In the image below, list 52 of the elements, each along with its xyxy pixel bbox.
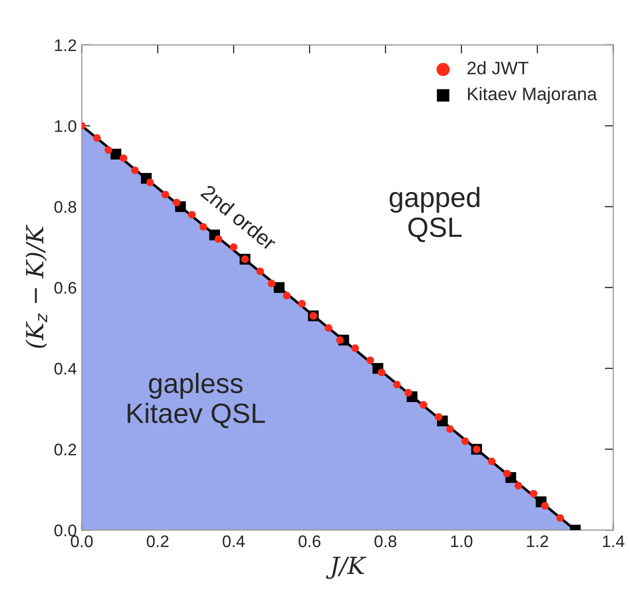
point [530,490,538,498]
x-tick-label: 1.4 [602,536,624,548]
point [393,380,401,388]
point [199,223,208,231]
legend-label: Kitaev Majorana [468,87,598,104]
point [110,148,122,160]
x-tick-label: 0.8 [374,535,396,548]
y-tick-label: 0.2 [54,444,76,456]
point [404,388,412,396]
point [488,458,496,466]
point [446,425,454,433]
point [282,292,291,300]
x-tick-label: 1.2 [527,535,548,548]
annotation: gapless Kitaev QSL [128,372,265,428]
point [188,210,196,219]
x-tick-label: 1.0 [451,535,472,548]
point [461,437,470,445]
point [274,282,285,293]
point [268,280,276,288]
point [420,400,428,409]
y-tick-label: 0.8 [54,201,76,213]
point [161,190,170,198]
point [298,300,306,308]
x-tick-label: 0.2 [146,535,168,548]
point [434,413,442,421]
point [324,324,332,332]
point [146,178,154,186]
point [131,166,139,174]
y-tick-label: 1.2 [55,39,76,51]
x-tick-label: 0.6 [298,535,320,548]
y-tick-label: 0.6 [54,282,76,294]
point [378,368,386,376]
point [104,146,112,154]
y-tick-label: 0.0 [54,524,76,536]
point [541,502,549,510]
point [351,344,359,352]
y-tick-label: 1.0 [55,120,76,132]
legend-label: 2d JWT [467,61,528,74]
annotation: gapped QSL [390,186,480,242]
x-tick-label: 0.0 [70,535,93,548]
point [120,154,128,162]
annotation: 2nd order [200,184,278,252]
y-axis-title: (K$_{z}$ − K)/K [25,224,48,348]
point [172,198,180,206]
y-tick-label: 0.4 [54,362,76,375]
point [514,482,522,490]
x-tick-label: 0.4 [222,535,245,548]
point [556,514,564,522]
point [93,134,101,142]
point [256,268,264,276]
point [366,356,374,364]
x-axis-title: J/K [326,556,366,579]
